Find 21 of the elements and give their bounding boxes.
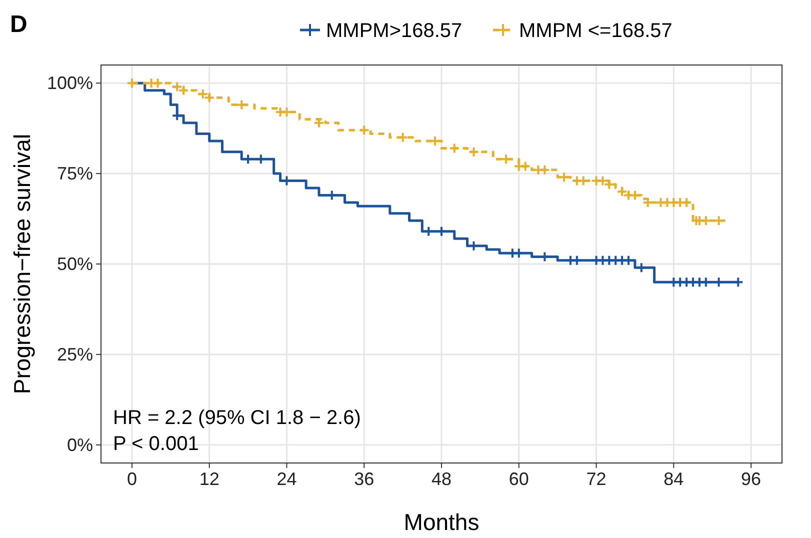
x-tick-label: 48 bbox=[431, 469, 452, 489]
legend-label: MMPM <=168.57 bbox=[519, 20, 672, 42]
x-tick-label: 60 bbox=[508, 469, 529, 489]
x-tick-label: 24 bbox=[276, 469, 297, 489]
x-axis-title: Months bbox=[404, 509, 480, 535]
x-tick-label: 36 bbox=[354, 469, 374, 489]
x-tick-label: 12 bbox=[199, 469, 220, 489]
x-tick-label: 0 bbox=[126, 469, 137, 489]
y-tick-label: 50% bbox=[56, 254, 93, 274]
x-tick-label: 84 bbox=[664, 469, 684, 489]
annotation: HR = 2.2 (95% CI 1.8 − 2.6) bbox=[113, 407, 361, 429]
y-axis-title: Progression−free survival bbox=[9, 134, 35, 394]
y-tick-label: 100% bbox=[46, 73, 93, 94]
annotation: P < 0.001 bbox=[113, 433, 199, 455]
y-tick-label: 25% bbox=[56, 344, 93, 364]
y-tick-label: 0% bbox=[66, 434, 93, 455]
legend-label: MMPM>168.57 bbox=[326, 20, 462, 42]
x-tick-label: 72 bbox=[586, 469, 606, 489]
chart-title: D bbox=[10, 11, 28, 38]
y-tick-label: 75% bbox=[56, 164, 93, 184]
x-tick-label: 96 bbox=[741, 469, 762, 489]
